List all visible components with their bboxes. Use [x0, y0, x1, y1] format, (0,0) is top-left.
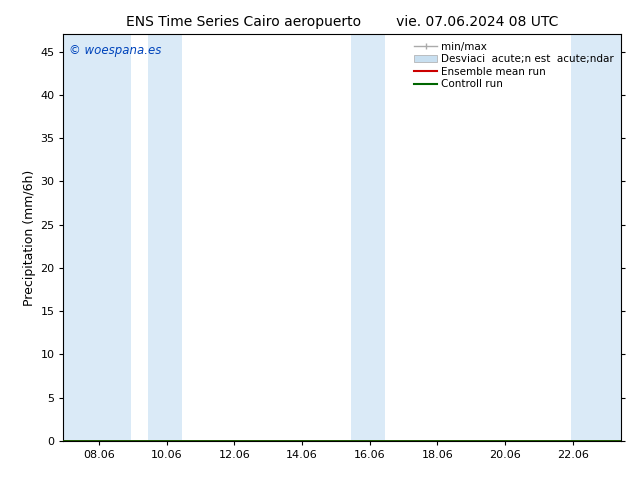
- Bar: [351, 34, 385, 441]
- Title: ENS Time Series Cairo aeropuerto        vie. 07.06.2024 08 UTC: ENS Time Series Cairo aeropuerto vie. 07…: [126, 15, 559, 29]
- Bar: [571, 34, 621, 441]
- Text: © woespana.es: © woespana.es: [69, 45, 162, 57]
- Bar: [63, 34, 131, 441]
- Bar: [148, 34, 182, 441]
- Y-axis label: Precipitation (mm/6h): Precipitation (mm/6h): [23, 170, 36, 306]
- Legend: min/max, Desviaci  acute;n est  acute;ndar, Ensemble mean run, Controll run: min/max, Desviaci acute;n est acute;ndar…: [412, 40, 616, 92]
